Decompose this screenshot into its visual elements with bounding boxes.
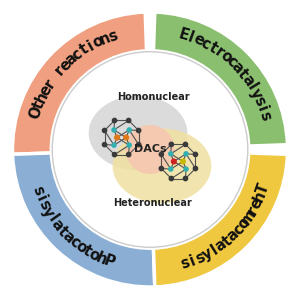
- Text: t: t: [220, 233, 235, 249]
- Text: y: y: [247, 86, 265, 101]
- Text: l: l: [208, 243, 220, 258]
- Text: m: m: [238, 207, 259, 228]
- Text: e: e: [57, 56, 74, 74]
- Text: e: e: [248, 196, 266, 211]
- Text: a: a: [60, 228, 77, 246]
- Circle shape: [136, 143, 141, 147]
- Text: n: n: [98, 30, 113, 48]
- Circle shape: [124, 135, 128, 140]
- Text: s: s: [193, 249, 207, 267]
- Circle shape: [102, 143, 107, 147]
- Text: s: s: [256, 110, 273, 122]
- Circle shape: [172, 159, 176, 164]
- Text: a: a: [63, 51, 80, 68]
- Wedge shape: [153, 12, 287, 146]
- Circle shape: [112, 152, 117, 157]
- Text: c: c: [224, 54, 240, 71]
- Text: c: c: [66, 234, 82, 251]
- Text: s: s: [106, 28, 119, 44]
- Text: t: t: [235, 66, 251, 81]
- Text: T: T: [254, 181, 272, 196]
- Text: l: l: [45, 213, 60, 225]
- Text: O: O: [27, 104, 46, 120]
- Text: s: s: [35, 198, 53, 213]
- Text: r: r: [42, 76, 58, 91]
- Text: i: i: [188, 253, 198, 269]
- Text: h: h: [251, 188, 269, 204]
- Wedge shape: [13, 12, 147, 154]
- Circle shape: [169, 167, 173, 171]
- Circle shape: [127, 118, 131, 123]
- Ellipse shape: [112, 129, 211, 203]
- Circle shape: [159, 167, 164, 171]
- Circle shape: [184, 152, 188, 156]
- Text: o: o: [90, 33, 106, 51]
- Text: y: y: [39, 204, 57, 220]
- Circle shape: [112, 118, 117, 123]
- Circle shape: [193, 152, 198, 156]
- Circle shape: [136, 128, 141, 132]
- Text: e: e: [191, 31, 206, 49]
- Text: i: i: [85, 38, 97, 53]
- Text: P: P: [101, 253, 116, 271]
- Circle shape: [181, 159, 185, 164]
- Text: y: y: [200, 245, 215, 263]
- Text: s: s: [251, 94, 268, 108]
- Circle shape: [125, 125, 175, 174]
- Text: a: a: [229, 59, 246, 77]
- Circle shape: [184, 167, 188, 171]
- Circle shape: [183, 176, 188, 181]
- Text: h: h: [33, 89, 51, 105]
- Circle shape: [127, 152, 131, 157]
- Text: e: e: [37, 82, 55, 98]
- Text: t: t: [77, 42, 91, 58]
- Text: c: c: [230, 222, 247, 238]
- Text: o: o: [72, 238, 89, 256]
- Text: i: i: [254, 103, 270, 113]
- Text: Homonuclear: Homonuclear: [117, 92, 189, 102]
- Circle shape: [169, 176, 173, 181]
- Text: l: l: [186, 29, 196, 45]
- Circle shape: [193, 167, 198, 171]
- Text: c: c: [70, 46, 86, 63]
- Circle shape: [115, 135, 119, 140]
- Text: o: o: [235, 215, 253, 232]
- Text: i: i: [33, 193, 49, 203]
- Text: DACs: DACs: [134, 144, 166, 155]
- Wedge shape: [153, 153, 287, 287]
- Text: t: t: [55, 223, 70, 239]
- Text: a: a: [238, 72, 256, 89]
- Circle shape: [169, 142, 173, 147]
- Text: s: s: [29, 184, 46, 197]
- Circle shape: [159, 152, 164, 156]
- Text: t: t: [31, 99, 47, 111]
- Text: h: h: [94, 250, 109, 268]
- Circle shape: [183, 142, 188, 147]
- Circle shape: [127, 143, 131, 147]
- Circle shape: [112, 128, 116, 132]
- Text: Heteronuclear: Heteronuclear: [114, 198, 192, 208]
- Text: o: o: [217, 48, 234, 66]
- Text: E: E: [177, 26, 190, 43]
- Text: t: t: [206, 39, 220, 56]
- Circle shape: [169, 152, 173, 156]
- Ellipse shape: [89, 96, 188, 170]
- Text: a: a: [49, 216, 66, 234]
- Circle shape: [127, 128, 131, 132]
- Text: t: t: [80, 243, 94, 260]
- Text: a: a: [212, 237, 229, 255]
- Text: r: r: [212, 44, 226, 60]
- Circle shape: [112, 143, 116, 147]
- Text: c: c: [198, 35, 213, 52]
- Text: r: r: [244, 204, 261, 217]
- Text: a: a: [224, 227, 242, 244]
- Circle shape: [52, 52, 248, 247]
- Wedge shape: [13, 153, 155, 287]
- Text: s: s: [179, 255, 192, 272]
- Text: l: l: [244, 81, 260, 93]
- Text: r: r: [52, 63, 68, 78]
- Circle shape: [102, 128, 107, 132]
- Text: o: o: [86, 246, 102, 264]
